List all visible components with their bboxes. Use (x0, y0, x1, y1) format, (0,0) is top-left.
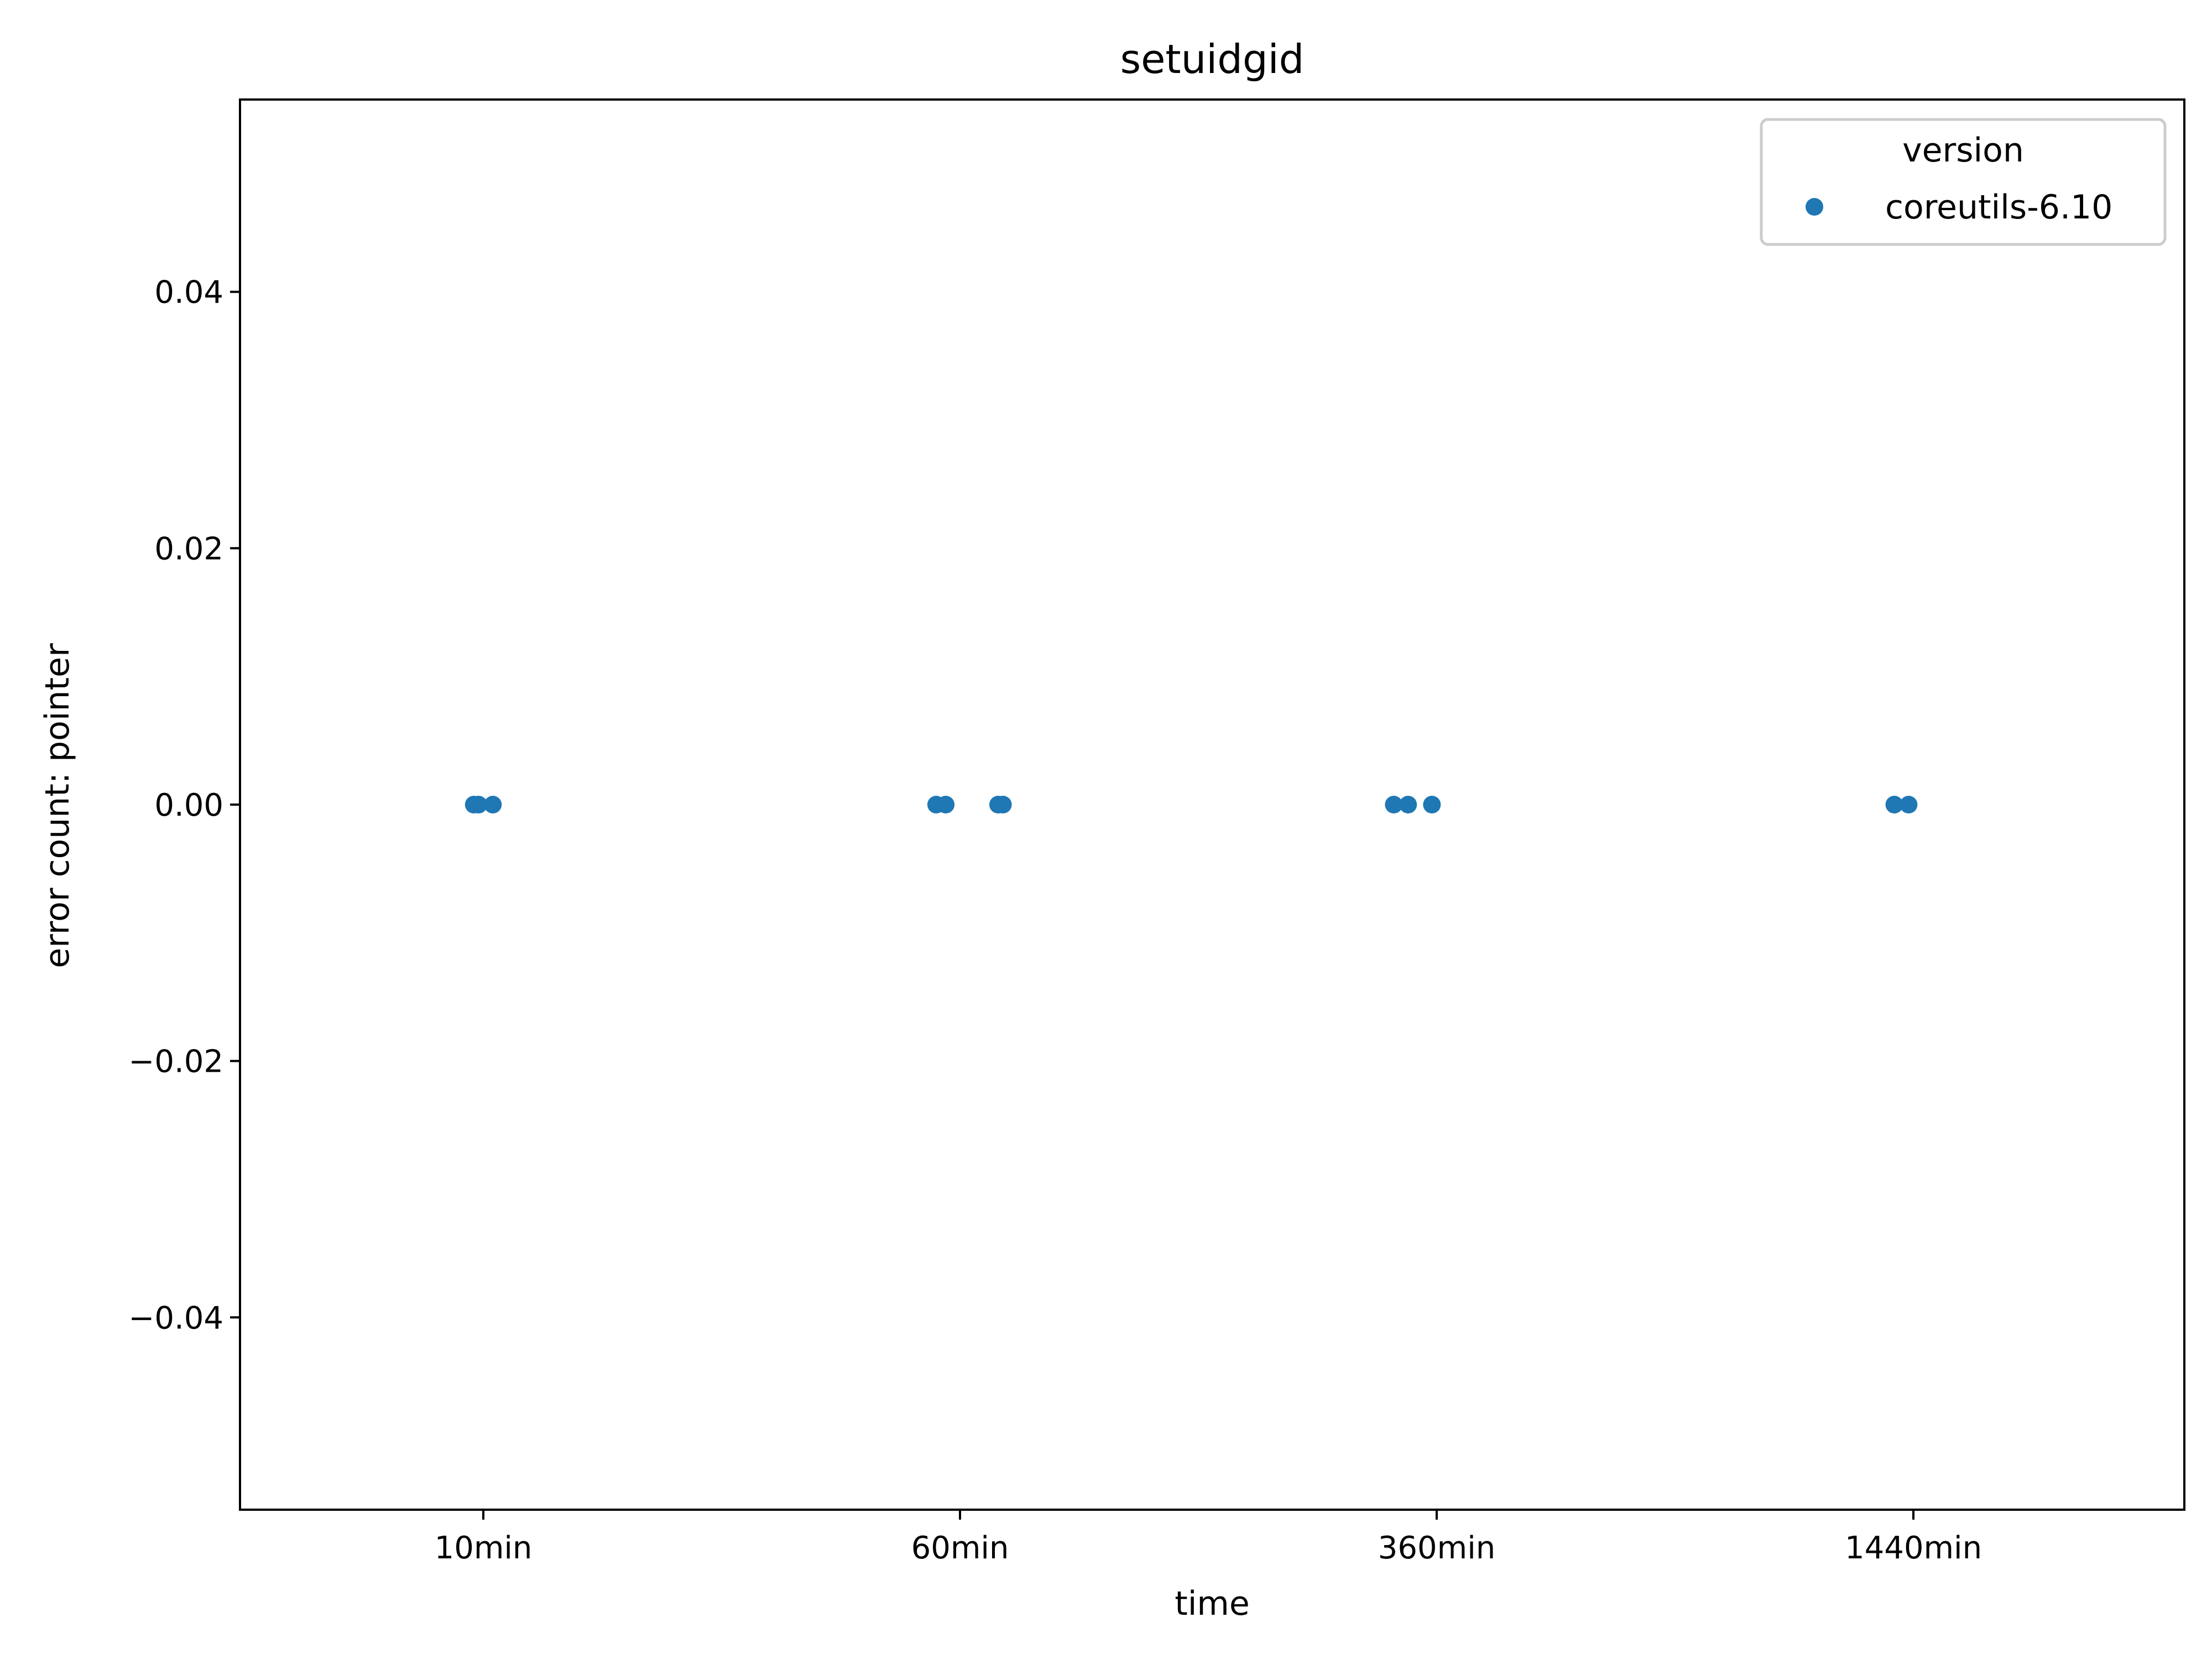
y-axis-label: error count: pointer (38, 643, 77, 968)
data-point (1423, 796, 1441, 813)
y-tick-label: −0.04 (128, 1300, 223, 1336)
legend-marker (1806, 198, 1823, 216)
y-tick-label: 0.04 (154, 275, 223, 311)
data-point (1885, 796, 1903, 813)
points-layer (465, 796, 1918, 813)
chart-title: setuidgid (1120, 36, 1305, 82)
data-point (994, 796, 1012, 813)
data-point (484, 796, 502, 813)
x-tick-label: 1440min (1845, 1530, 1982, 1566)
data-point (1900, 796, 1918, 813)
legend-title: version (1902, 131, 2024, 170)
data-point (469, 796, 488, 813)
y-tick-label: 0.00 (154, 787, 223, 823)
x-tick-label: 360min (1378, 1530, 1496, 1566)
axes-layer: −0.04 −0.02 0.00 0.02 0.04 10min 60min 360min 14… (128, 98, 2185, 1566)
x-tick-label: 60min (911, 1530, 1009, 1566)
y-tick-label: −0.02 (128, 1044, 223, 1080)
data-point (1385, 796, 1403, 813)
legend-box (1760, 118, 2167, 246)
y-tick-label: 0.02 (154, 531, 223, 567)
data-point (937, 796, 955, 813)
x-tick-label: 10min (435, 1530, 533, 1566)
x-axis-label: time (1175, 1584, 1250, 1623)
legend: version coreutils-6.10 (1760, 118, 2167, 246)
data-point (1399, 796, 1417, 813)
legend-entry-coreutils-6.10: coreutils-6.10 (1885, 188, 2112, 227)
